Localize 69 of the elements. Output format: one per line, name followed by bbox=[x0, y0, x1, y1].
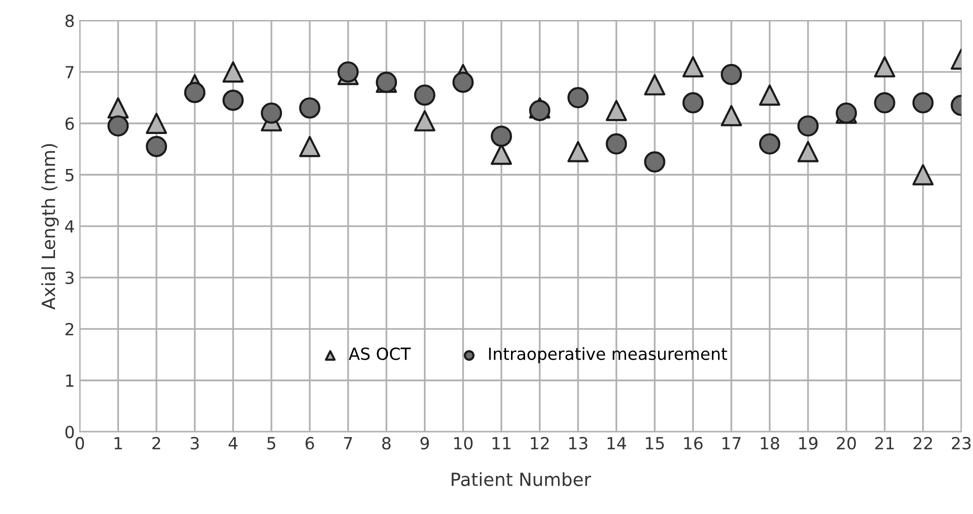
point bbox=[299, 136, 320, 158]
point bbox=[490, 126, 512, 147]
point bbox=[797, 141, 819, 162]
point bbox=[759, 84, 780, 106]
x-tick-label: 8 bbox=[382, 436, 391, 450]
x-tick-label: 11 bbox=[492, 437, 510, 450]
y-tick-label: 5 bbox=[66, 168, 74, 182]
point bbox=[644, 151, 666, 173]
x-tick-label: 6 bbox=[306, 436, 314, 450]
point bbox=[299, 97, 320, 119]
x-tick-label: 13 bbox=[569, 436, 588, 450]
y-tick-label: 2 bbox=[66, 322, 74, 336]
point bbox=[874, 56, 896, 78]
x-tick-label: 0 bbox=[76, 436, 84, 450]
point bbox=[222, 90, 244, 111]
x-tick-label: 16 bbox=[684, 436, 703, 450]
point bbox=[107, 115, 129, 137]
point bbox=[146, 112, 168, 134]
x-tick-label: 15 bbox=[646, 437, 664, 450]
x-axis-title: Patient Number bbox=[452, 472, 592, 486]
point bbox=[912, 164, 934, 186]
y-tick-label: 6 bbox=[65, 117, 74, 130]
x-tick-label: 12 bbox=[530, 436, 549, 450]
point bbox=[720, 64, 742, 86]
x-tick-label: 4 bbox=[228, 437, 238, 450]
y-tick-label: 8 bbox=[65, 14, 74, 28]
x-tick-label: 22 bbox=[914, 436, 932, 450]
point bbox=[567, 87, 589, 108]
point bbox=[912, 92, 934, 114]
point bbox=[797, 115, 819, 137]
x-tick-label: 9 bbox=[420, 436, 429, 450]
point bbox=[222, 61, 244, 83]
x-tick-label: 20 bbox=[836, 436, 856, 450]
point bbox=[606, 100, 627, 122]
point bbox=[644, 74, 666, 96]
y-axis-title: Axial Length (mm) bbox=[41, 144, 59, 310]
point bbox=[529, 100, 550, 122]
x-tick-label: 5 bbox=[267, 437, 276, 450]
x-tick-label: 17 bbox=[722, 437, 741, 450]
x-tick-label: 23 bbox=[952, 436, 971, 450]
point bbox=[452, 72, 474, 93]
x-tick-label: 10 bbox=[454, 436, 473, 450]
y-tick-label: 1 bbox=[66, 374, 74, 387]
legend-label: Intraoperative measurement bbox=[489, 347, 728, 364]
point bbox=[682, 56, 704, 78]
x-tick-label: 21 bbox=[875, 436, 894, 450]
y-tick-label: 0 bbox=[65, 426, 74, 438]
x-tick-label: 7 bbox=[344, 437, 352, 450]
x-tick-label: 18 bbox=[760, 436, 780, 450]
x-tick-label: 19 bbox=[799, 436, 818, 450]
point bbox=[606, 133, 627, 155]
point bbox=[682, 92, 704, 114]
y-tick-label: 4 bbox=[65, 220, 74, 232]
point bbox=[184, 82, 206, 104]
legend-label: AS OCT bbox=[348, 347, 411, 360]
x-tick-label: 3 bbox=[190, 436, 199, 450]
x-tick-label: 14 bbox=[608, 437, 626, 450]
x-tick-label: 1 bbox=[114, 437, 122, 450]
x-tick-label: 2 bbox=[152, 436, 160, 450]
point bbox=[146, 136, 168, 158]
point bbox=[414, 84, 436, 106]
point bbox=[720, 105, 742, 126]
point bbox=[567, 141, 589, 162]
y-tick-label: 3 bbox=[66, 272, 74, 284]
point bbox=[874, 92, 896, 114]
point bbox=[759, 133, 780, 155]
y-tick-label: 7 bbox=[66, 66, 74, 78]
point bbox=[260, 102, 282, 124]
point bbox=[414, 110, 436, 132]
